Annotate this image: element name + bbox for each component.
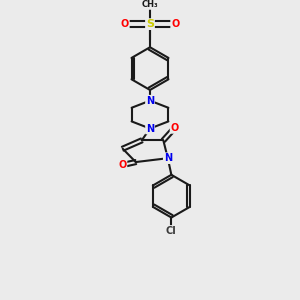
Text: O: O [118, 160, 127, 170]
Text: N: N [146, 96, 154, 106]
Text: N: N [146, 124, 154, 134]
Text: N: N [164, 153, 172, 163]
Text: O: O [170, 123, 179, 133]
Text: CH₃: CH₃ [142, 0, 158, 9]
Text: S: S [146, 19, 154, 29]
Text: O: O [171, 19, 179, 29]
Text: Cl: Cl [166, 226, 177, 236]
Text: O: O [121, 19, 129, 29]
